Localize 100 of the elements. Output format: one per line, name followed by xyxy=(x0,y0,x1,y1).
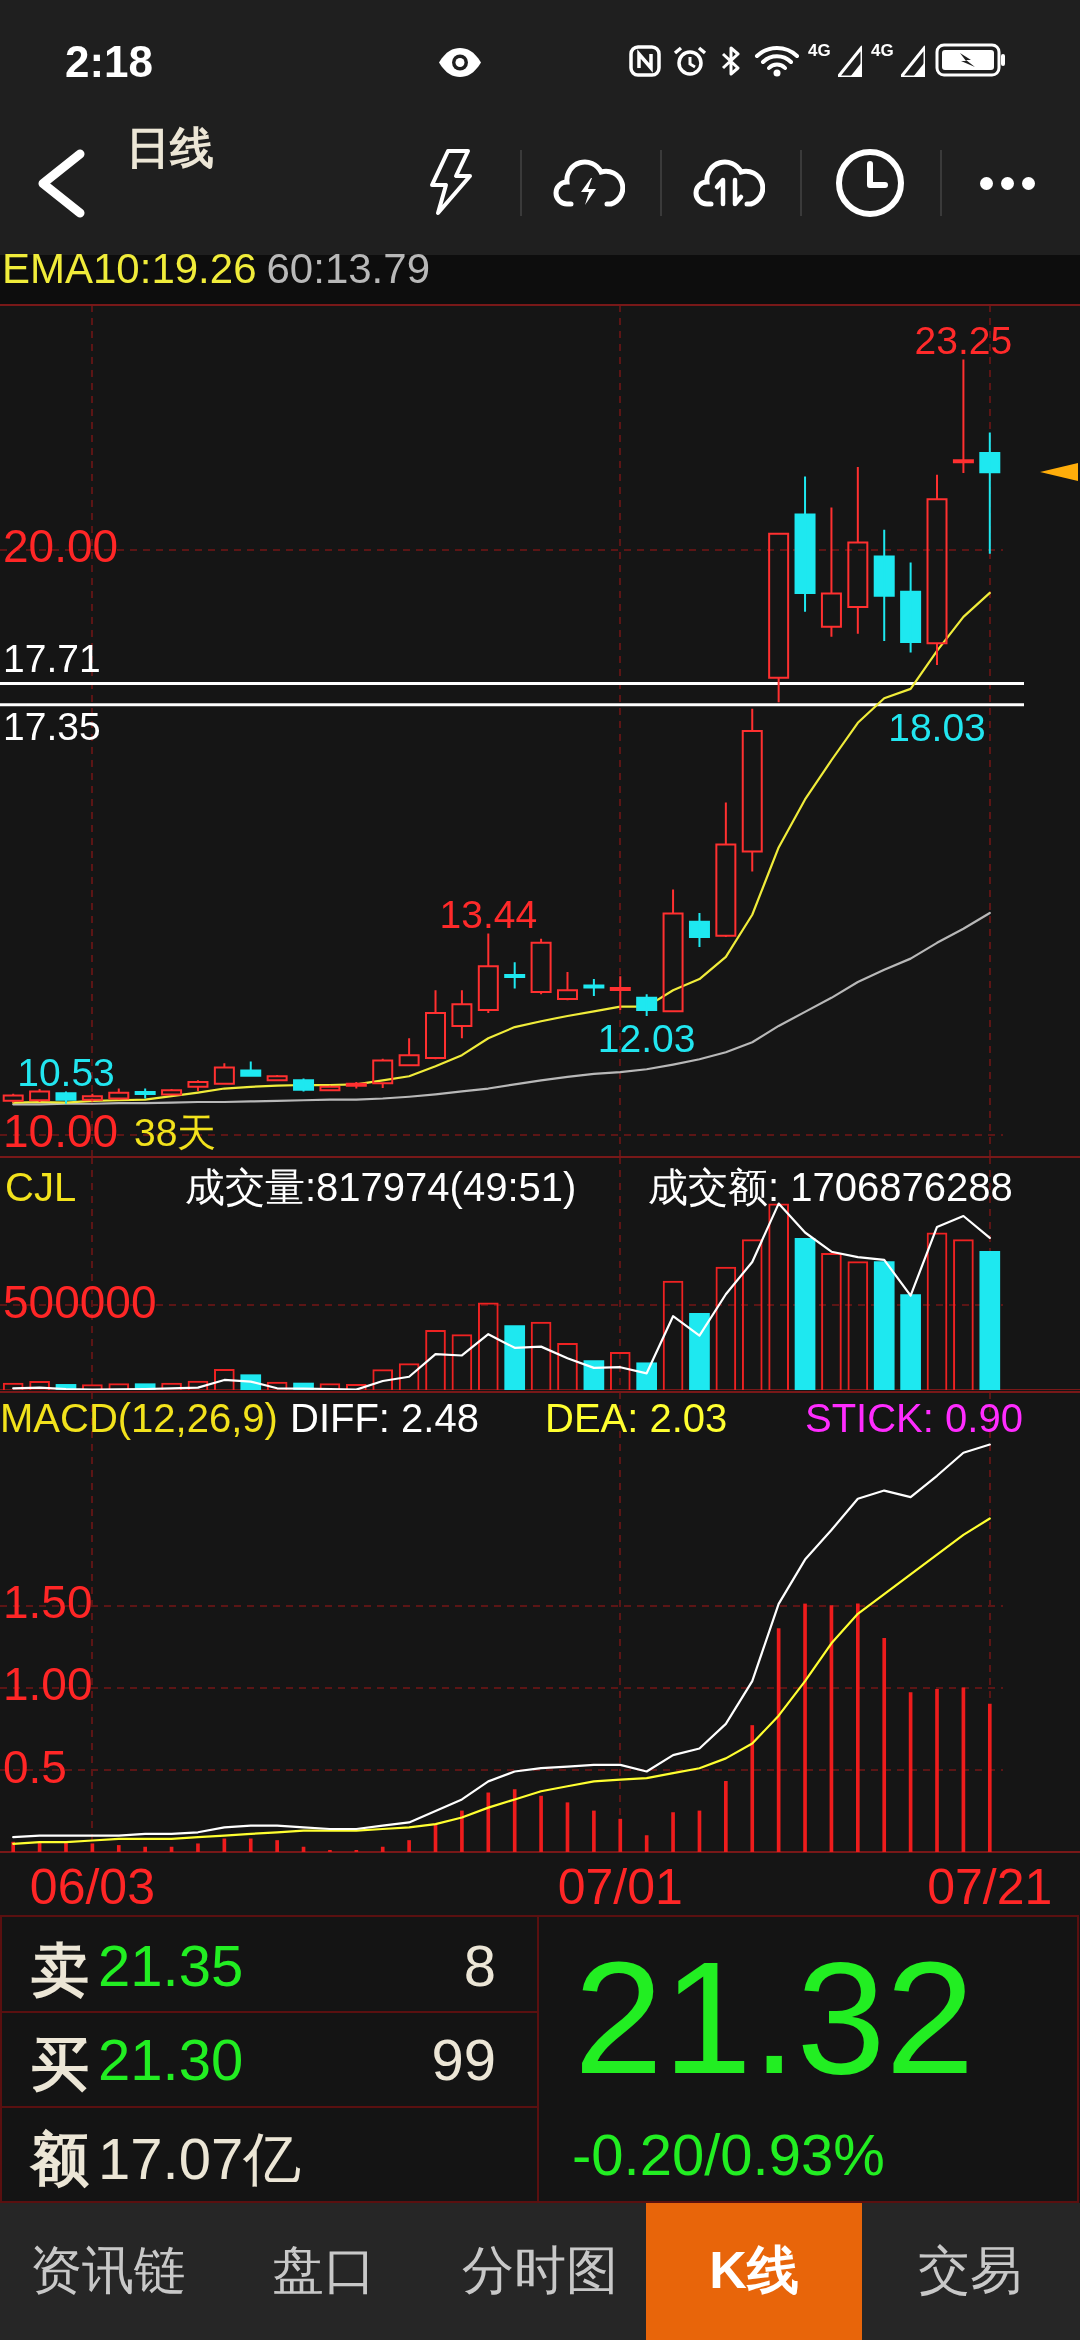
candlestick xyxy=(55,1090,77,1105)
bar xyxy=(196,1843,200,1852)
bar xyxy=(644,1835,649,1852)
candlestick xyxy=(293,1077,315,1093)
candlestick xyxy=(451,989,473,1040)
candlestick xyxy=(398,1037,420,1068)
text: 21.30 xyxy=(98,2026,244,2093)
y-tick-label: 20.00 xyxy=(3,520,119,573)
text: 资讯链 xyxy=(29,2240,187,2301)
y-tick-label: 1.00 xyxy=(3,1658,93,1711)
bar xyxy=(275,1840,279,1852)
annotation: 成交量:817974(49:51) xyxy=(185,1165,577,1210)
bar xyxy=(987,1703,992,1852)
annotation: STICK: 0.90 xyxy=(805,1396,1023,1441)
y-tick-label: 1.50 xyxy=(3,1576,93,1629)
chart-title: CJL xyxy=(5,1165,77,1210)
candlestick xyxy=(583,978,605,998)
text: 卖 xyxy=(31,1936,89,2004)
text: K线 xyxy=(708,2240,800,2301)
text: -0.20/0.93% xyxy=(572,2121,885,2188)
y-tick-label: 500000 xyxy=(3,1275,157,1328)
text: 99 xyxy=(431,2026,496,2093)
text: 交易 xyxy=(917,2240,1023,2301)
candlestick xyxy=(794,475,816,613)
chart-title: MACD(12,26,9) xyxy=(0,1396,278,1441)
candlestick xyxy=(768,532,790,704)
candlestick xyxy=(2,1092,24,1104)
text: 分时图 xyxy=(461,2240,619,2301)
annotation: 13.44 xyxy=(439,892,538,936)
bar xyxy=(636,1362,658,1390)
candlestick xyxy=(29,1088,51,1103)
bar xyxy=(900,1294,921,1390)
candlestick xyxy=(820,506,842,638)
bar xyxy=(64,1841,68,1852)
bar xyxy=(486,1792,491,1852)
text: DIFF: 2.48 xyxy=(290,1396,479,1441)
text: 4G xyxy=(808,41,831,60)
bar xyxy=(689,1312,710,1390)
bar xyxy=(460,1810,464,1852)
candlestick xyxy=(741,707,763,873)
bar xyxy=(979,1250,1001,1390)
annotation: 18.03 xyxy=(888,705,986,749)
candlestick xyxy=(345,1081,367,1090)
candlestick xyxy=(134,1087,156,1100)
bar xyxy=(407,1840,411,1852)
bar xyxy=(248,1838,253,1852)
bar xyxy=(380,1846,385,1852)
text: 8 xyxy=(463,1932,496,1999)
annotation: 23.25 xyxy=(914,318,1013,362)
candlestick xyxy=(477,932,499,1015)
bar xyxy=(512,1789,517,1852)
text: DEA: 2.03 xyxy=(545,1396,728,1441)
text: 21.32 xyxy=(574,1927,975,2109)
bar xyxy=(583,1360,605,1390)
bar xyxy=(504,1325,526,1390)
ref-line-label: 17.71 xyxy=(3,636,101,680)
bar xyxy=(750,1725,755,1852)
candlestick xyxy=(213,1062,235,1086)
candlestick xyxy=(926,473,948,666)
text: 日线 xyxy=(126,123,214,172)
candlestick xyxy=(240,1060,262,1078)
text: 盘口 xyxy=(271,2240,377,2301)
candlestick xyxy=(952,358,974,474)
candlestick xyxy=(108,1087,130,1101)
candlestick xyxy=(266,1074,288,1082)
candlestick xyxy=(372,1057,394,1089)
text: 4G xyxy=(871,41,894,60)
bar xyxy=(592,1810,596,1852)
candlestick xyxy=(715,801,737,938)
candlestick xyxy=(847,466,869,635)
candlestick xyxy=(319,1084,341,1092)
bar xyxy=(724,1781,728,1852)
candlestick xyxy=(636,993,658,1017)
x-tick-label: 07/01 xyxy=(557,1858,683,1915)
candlestick xyxy=(900,561,922,654)
annotation: 38天 xyxy=(134,1110,217,1154)
bar xyxy=(935,1689,939,1852)
y-tick-label: 0.5 xyxy=(3,1740,67,1793)
candlestick xyxy=(530,937,552,996)
annotation: 12.03 xyxy=(597,1017,696,1061)
bar xyxy=(803,1603,807,1852)
text: 2:18 xyxy=(65,37,154,86)
bar xyxy=(794,1237,816,1390)
text: 21.35 xyxy=(98,1932,244,1999)
bar xyxy=(873,1261,895,1390)
candlestick xyxy=(688,911,710,948)
text: 60:13.79 xyxy=(266,244,430,292)
x-tick-label: 06/03 xyxy=(29,1858,155,1915)
candlestick xyxy=(425,989,447,1061)
bar xyxy=(143,1846,147,1852)
bar xyxy=(116,1845,121,1852)
bar xyxy=(856,1603,860,1852)
candlestick xyxy=(187,1079,209,1092)
candlestick xyxy=(609,975,631,1012)
bar xyxy=(671,1812,675,1852)
text: 额 xyxy=(31,2125,89,2193)
annotation: 成交额: 1706876288 xyxy=(648,1165,1013,1210)
ref-line-label: 17.35 xyxy=(3,704,101,748)
candlestick xyxy=(979,431,1001,555)
text: 买 xyxy=(31,2030,89,2098)
